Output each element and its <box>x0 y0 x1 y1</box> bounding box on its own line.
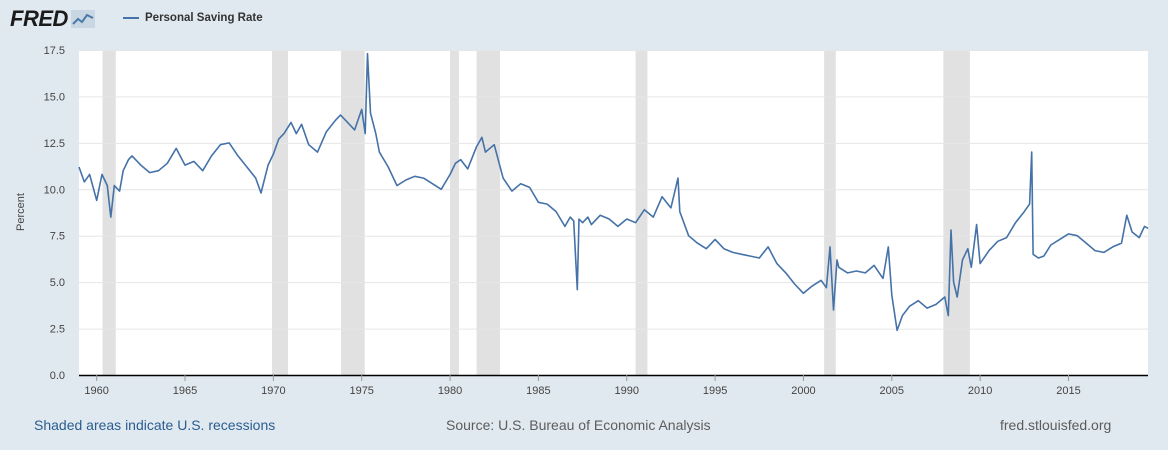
x-tick-label: 1980 <box>438 385 462 397</box>
site-link[interactable]: fred.stlouisfed.org <box>1000 417 1112 433</box>
line-chart[interactable]: 0.0 2.5 5.0 7.5 10.0 12.5 15.0 17.5 1960 1965 197… <box>0 40 1168 410</box>
legend-swatch-line <box>123 17 139 19</box>
recession-band <box>824 50 836 375</box>
legend-label: Personal Saving Rate <box>145 12 263 24</box>
y-tick-label: 7.5 <box>50 231 65 243</box>
recession-band <box>341 50 365 375</box>
chart-footer: Shaded areas indicate U.S. recessions So… <box>0 414 1168 438</box>
y-tick-label: 10.0 <box>44 184 65 196</box>
y-tick-label: 15.0 <box>44 91 65 103</box>
gridlines <box>79 50 1148 330</box>
plot-area <box>79 50 1148 375</box>
series-line-personal-saving-rate <box>78 52 1149 332</box>
x-tick-label: 1995 <box>703 385 727 397</box>
recessions-note-link[interactable]: Shaded areas indicate U.S. recessions <box>34 417 276 433</box>
y-tick-label: 12.5 <box>44 138 65 150</box>
y-tick-label: 5.0 <box>50 277 65 289</box>
fred-logo[interactable]: FRED <box>10 6 95 32</box>
x-tick-label: 2005 <box>880 385 904 397</box>
recession-band <box>476 50 501 375</box>
x-tick-label: 2010 <box>968 385 992 397</box>
x-tick-label: 1990 <box>615 385 639 397</box>
y-tick-label: 17.5 <box>44 45 65 57</box>
x-tick-label: 2000 <box>791 385 815 397</box>
recession-band <box>102 50 116 375</box>
x-tick-label: 1960 <box>84 385 108 397</box>
chart-legend[interactable]: Personal Saving Rate <box>123 12 263 24</box>
chart-line-icon <box>70 10 95 28</box>
x-tick-label: 2015 <box>1056 385 1080 397</box>
recession-band <box>943 50 970 375</box>
y-axis-title: Percent <box>15 193 27 231</box>
source-note: Source: U.S. Bureau of Economic Analysis <box>446 417 711 433</box>
x-axis-ticks: 1960 1965 1970 1975 1980 1985 1990 1995 2000 2005… <box>84 375 1081 397</box>
recession-band <box>635 50 648 375</box>
x-tick-label: 1975 <box>349 385 373 397</box>
x-tick-label: 1985 <box>526 385 550 397</box>
y-tick-label: 0.0 <box>50 370 65 382</box>
recession-band <box>450 50 459 375</box>
x-tick-label: 1970 <box>261 385 285 397</box>
recession-band <box>271 50 289 375</box>
chart-header: FRED Personal Saving Rate <box>0 0 1168 40</box>
series-layer <box>78 52 1149 332</box>
x-tick-label: 1965 <box>173 385 197 397</box>
y-axis-ticks: 0.0 2.5 5.0 7.5 10.0 12.5 15.0 17.5 <box>44 45 65 382</box>
fred-logo-text: FRED <box>10 6 68 31</box>
y-tick-label: 2.5 <box>50 324 65 336</box>
recession-bands <box>102 50 970 375</box>
